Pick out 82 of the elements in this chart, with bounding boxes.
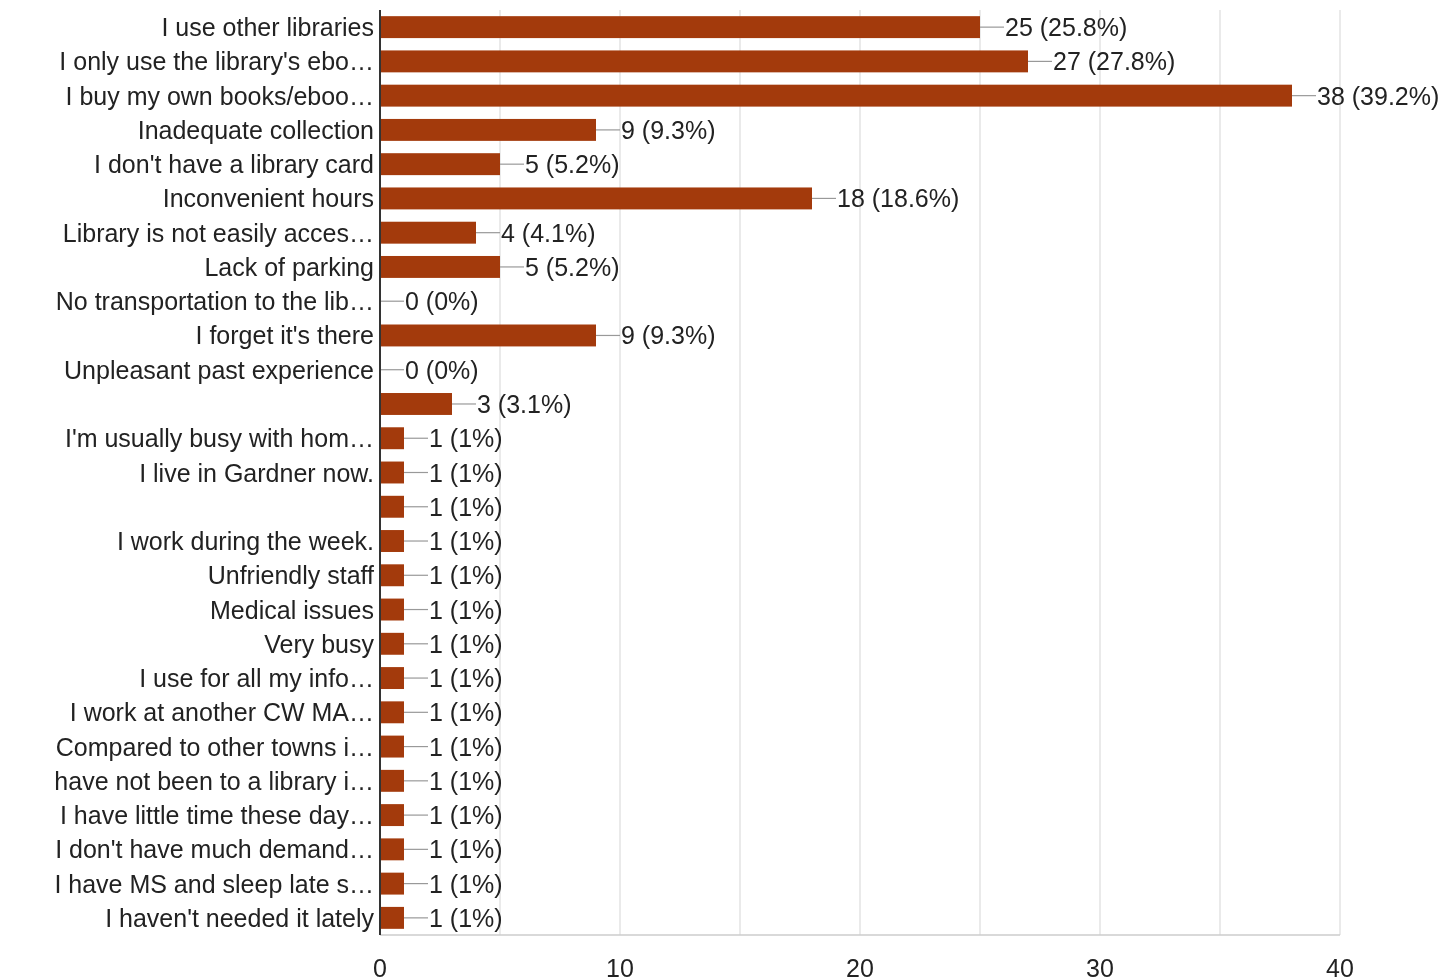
data-label: 1 (1%)	[429, 766, 503, 795]
data-label: 1 (1%)	[429, 801, 503, 830]
bar	[380, 221, 476, 244]
data-label: 5 (5.2%)	[525, 150, 620, 179]
y-tick-label: I have little time these day…	[59, 801, 374, 830]
y-tick-label: I don't have much demand…	[55, 835, 374, 864]
bar	[380, 769, 404, 792]
bar	[380, 632, 404, 655]
x-tick-label: 40	[1326, 954, 1354, 980]
data-label: 4 (4.1%)	[501, 218, 596, 247]
y-tick-label: I have MS and sleep late s…	[54, 869, 374, 898]
data-label: 1 (1%)	[429, 629, 503, 658]
bar	[380, 530, 404, 552]
y-tick-label: Medical issues	[210, 595, 374, 624]
bar	[380, 50, 1028, 73]
y-tick-label: I work during the week.	[116, 527, 374, 556]
y-tick-label: I haven't needed it lately	[105, 903, 375, 932]
data-label: 9 (9.3%)	[621, 115, 716, 144]
data-label: 1 (1%)	[429, 527, 503, 556]
y-tick-label: I use other libraries	[161, 13, 374, 42]
y-tick-label: Compared to other towns i…	[55, 732, 374, 761]
bar	[380, 16, 980, 39]
data-label: 0 (0%)	[405, 287, 479, 316]
data-label: 1 (1%)	[429, 698, 503, 727]
data-label: 1 (1%)	[429, 835, 503, 864]
data-label: 38 (39.2%)	[1317, 81, 1440, 110]
data-label: 1 (1%)	[429, 595, 503, 624]
data-label: 1 (1%)	[429, 561, 503, 590]
bar	[380, 838, 404, 861]
y-tick-label: I buy my own books/eboo…	[65, 81, 374, 110]
data-label: 0 (0%)	[405, 355, 479, 384]
data-label: 27 (27.8%)	[1053, 47, 1176, 76]
data-label: 25 (25.8%)	[1005, 13, 1128, 42]
y-tick-label: I'm usually busy with hom…	[64, 424, 374, 453]
y-tick-label: Library is not easily acces…	[62, 218, 374, 247]
data-label: 9 (9.3%)	[621, 321, 716, 350]
x-tick-label: 30	[1086, 954, 1114, 980]
bar	[380, 324, 596, 347]
bar	[380, 393, 452, 415]
x-tick-label: 20	[846, 954, 874, 980]
bar	[380, 564, 404, 587]
data-label: 18 (18.6%)	[837, 184, 960, 213]
y-tick-label: Lack of parking	[204, 252, 374, 281]
data-label: 1 (1%)	[429, 732, 503, 761]
bar	[380, 495, 404, 518]
bar	[380, 667, 404, 690]
bar	[380, 255, 500, 278]
bar	[380, 187, 812, 210]
y-tick-label: Inadequate collection	[137, 115, 374, 144]
x-tick-label: 10	[606, 954, 634, 980]
data-label: 5 (5.2%)	[525, 252, 620, 281]
bar	[380, 804, 404, 827]
data-label: 1 (1%)	[429, 492, 503, 521]
y-tick-label: I live in Gardner now.	[139, 458, 374, 487]
bar	[380, 872, 404, 895]
y-tick-label: No transportation to the lib…	[55, 287, 374, 316]
bar	[380, 118, 596, 141]
data-label: 1 (1%)	[429, 424, 503, 453]
data-label: 1 (1%)	[429, 903, 503, 932]
data-label: 3 (3.1%)	[477, 389, 572, 418]
bar	[380, 906, 404, 929]
data-label: 1 (1%)	[429, 458, 503, 487]
x-tick-label: 0	[373, 954, 387, 980]
y-tick-label: Inconvenient hours	[162, 184, 374, 213]
bar	[380, 461, 404, 484]
bar	[380, 84, 1292, 107]
bar	[380, 701, 404, 724]
y-tick-label: I don't have a library card	[94, 150, 374, 179]
data-label: 1 (1%)	[429, 869, 503, 898]
y-tick-label: I use for all my info…	[139, 664, 374, 693]
bar	[380, 153, 500, 176]
y-tick-label: I forget it's there	[195, 321, 374, 350]
bar	[380, 735, 404, 758]
y-tick-label: Very busy	[264, 629, 375, 658]
y-tick-label: I work at another CW MA…	[69, 698, 374, 727]
y-tick-label: have not been to a library i…	[54, 766, 374, 795]
y-tick-label: Unfriendly staff	[207, 561, 375, 590]
bar	[380, 598, 404, 621]
bar	[380, 427, 404, 450]
y-tick-label: I only use the library's ebo…	[59, 47, 374, 76]
data-label: 1 (1%)	[429, 664, 503, 693]
y-tick-label: Unpleasant past experience	[64, 355, 374, 384]
